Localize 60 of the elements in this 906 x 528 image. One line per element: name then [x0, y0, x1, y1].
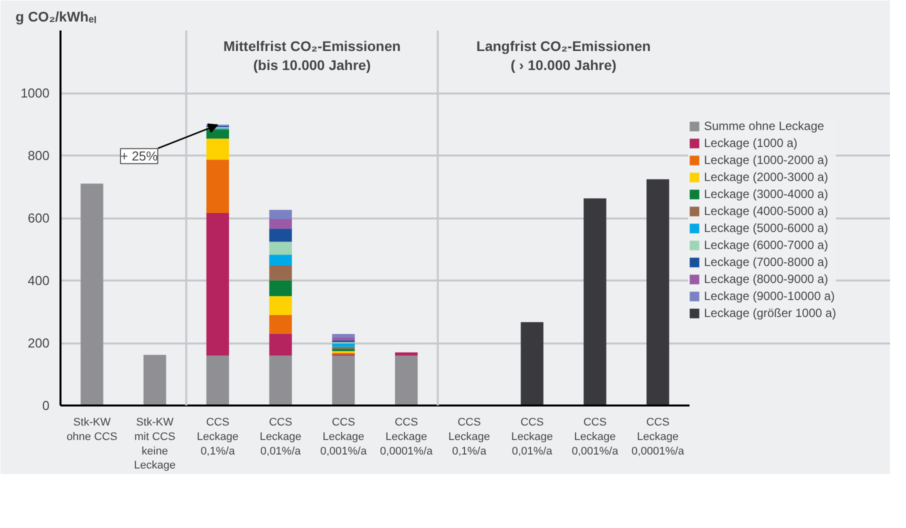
bar	[269, 280, 292, 296]
bar	[269, 242, 292, 255]
legend-label: Leckage (7000-8000 a)	[704, 255, 828, 269]
legend-label: Leckage (2000-3000 a)	[704, 170, 828, 184]
x-tick-label: CCS Leckage 0,1%/a	[448, 416, 490, 458]
bar	[269, 314, 292, 334]
legend-label: Leckage (3000-4000 a)	[704, 187, 828, 201]
bar	[206, 213, 230, 356]
x-tick-label: CCS Leckage 0,0001%/a	[380, 416, 434, 458]
bar	[520, 322, 544, 406]
x-tick-label: Stk-KW mit CCS keine Leckage	[134, 416, 176, 472]
y-axis-title: g CO₂/kWhₑₗ	[16, 8, 96, 24]
bar	[269, 356, 292, 406]
bar	[584, 198, 606, 406]
bar	[206, 130, 230, 139]
bar	[646, 179, 670, 406]
bar	[269, 228, 292, 242]
y-tick-label: 1000	[20, 86, 50, 100]
x-tick-label: CCS Leckage 0,01%/a	[511, 416, 554, 458]
bar	[269, 296, 292, 315]
legend-label: Leckage (8000-9000 a)	[704, 272, 828, 286]
bar	[332, 356, 355, 406]
x-tick-label: CCS Leckage 0,1%/a	[196, 416, 238, 458]
bar	[269, 334, 292, 356]
bar	[80, 184, 104, 406]
y-tick-label: 400	[28, 273, 50, 288]
legend-label: Leckage (6000-7000 a)	[704, 238, 828, 252]
bar	[332, 343, 355, 347]
bar	[332, 334, 355, 338]
bar	[332, 337, 355, 340]
y-tick-label: 200	[28, 336, 50, 350]
bar	[269, 266, 292, 280]
y-tick-label: 0	[42, 398, 50, 413]
annotation: Langfrist CO₂-Emissionen ( › 10.000 Jahre)	[476, 38, 651, 74]
bar	[395, 352, 418, 356]
legend-label: Leckage (5000-6000 a)	[704, 221, 828, 235]
bar	[269, 210, 292, 219]
x-tick-label: CCS Leckage 0,0001%/a	[632, 416, 686, 458]
x-tick-label: CCS Leckage 0,001%/a	[320, 416, 368, 458]
bar	[332, 348, 355, 352]
legend-label: Leckage (größer 1000 a)	[704, 306, 836, 320]
legend-label: Leckage (1000 a)	[704, 136, 798, 150]
legend-label: Leckage (9000-10000 a)	[704, 289, 835, 303]
bar	[395, 356, 418, 406]
annotation: Mittelfrist CO₂-Emissionen (bis 10.000 Jahre)	[223, 38, 401, 74]
y-tick-label: 600	[28, 210, 50, 226]
bar	[269, 218, 292, 229]
bar	[144, 354, 166, 406]
x-tick-label: Stk-KW ohne CCS	[66, 416, 118, 443]
legend-label: Leckage (1000-2000 a)	[704, 153, 828, 167]
y-tick-label: 800	[28, 148, 50, 163]
x-tick-label: CCS Leckage 0,01%/a	[260, 416, 302, 458]
legend-label: Leckage (4000-5000 a)	[704, 204, 828, 218]
bar	[206, 356, 230, 406]
legend-label: Summe ohne Leckage	[704, 119, 824, 133]
x-tick-label: CCS Leckage 0,001%/a	[572, 416, 620, 458]
bar	[206, 160, 230, 213]
annotation: + 25%	[120, 148, 158, 164]
bar	[206, 138, 230, 160]
bar	[269, 254, 292, 266]
